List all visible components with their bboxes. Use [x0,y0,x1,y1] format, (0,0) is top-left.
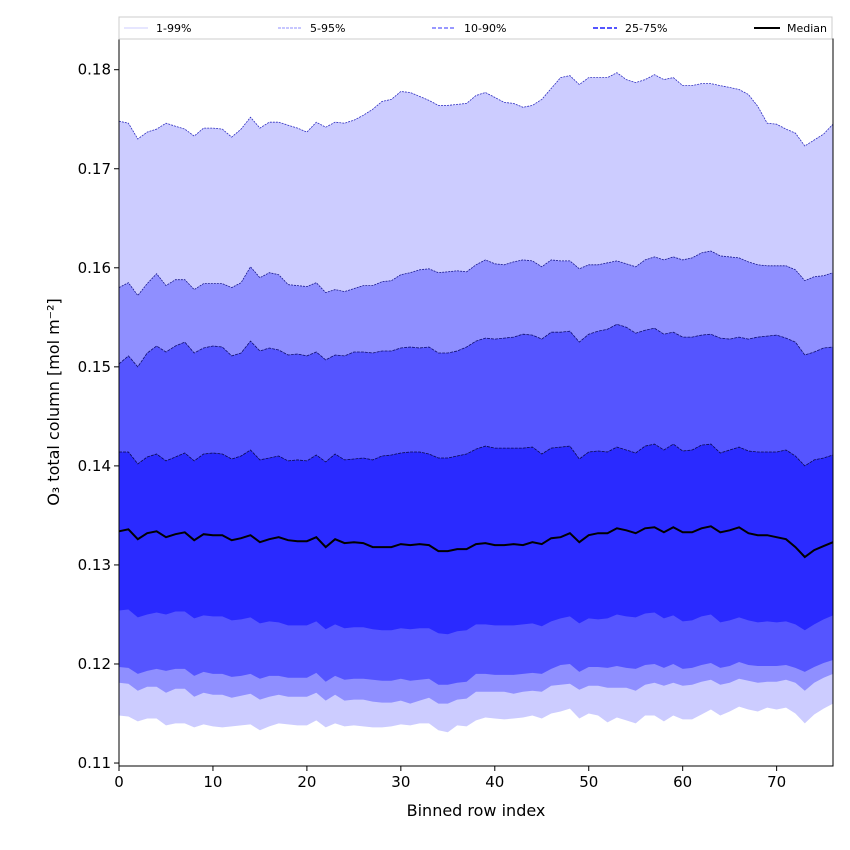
y-tick-label: 0.14 [78,457,111,475]
legend-label-1-99: 1-99% [156,22,191,35]
y-tick-label: 0.15 [78,358,111,376]
y-tick-label: 0.13 [78,556,111,574]
legend-label-5-95: 5-95% [310,22,345,35]
edge-line-p95 [118,250,834,297]
x-axis-label: Binned row index [407,801,546,820]
x-tick-label: 50 [579,773,598,791]
x-tick-label: 60 [673,773,692,791]
edge-line-p75 [119,443,834,467]
x-tick-label: 70 [767,773,786,791]
legend-label-10-90: 10-90% [464,22,506,35]
legend: 1-99% 5-95% 10-90% 25-75% Median [118,16,833,40]
x-tick-label: 0 [114,773,124,791]
y-axis-label: O₃ total column [mol m⁻²] [44,298,63,506]
legend-box [118,16,833,40]
edge-line-p99 [118,72,834,147]
legend-label-median: Median [787,22,827,35]
y-tick-label: 0.12 [78,655,111,673]
edge-line-p90 [118,323,834,368]
y-tick-label: 0.17 [78,160,111,178]
x-tick-label: 40 [485,773,504,791]
y-tick-label: 0.18 [78,61,111,79]
y-tick-label: 0.11 [78,754,111,772]
legend-label-25-75: 25-75% [625,22,667,35]
percentile-bands [119,72,833,733]
y-axis: 0.11 0.12 0.13 0.14 0.15 0.16 0.17 0.18 [78,61,119,772]
band-25-75 [119,444,833,635]
x-tick-label: 30 [391,773,410,791]
x-tick-label: 10 [203,773,222,791]
x-tick-label: 20 [297,773,316,791]
median-line [118,525,834,559]
y-tick-label: 0.16 [78,259,111,277]
x-axis: 0 10 20 30 40 50 60 70 [114,766,786,791]
percentile-edge-lines [118,72,834,467]
